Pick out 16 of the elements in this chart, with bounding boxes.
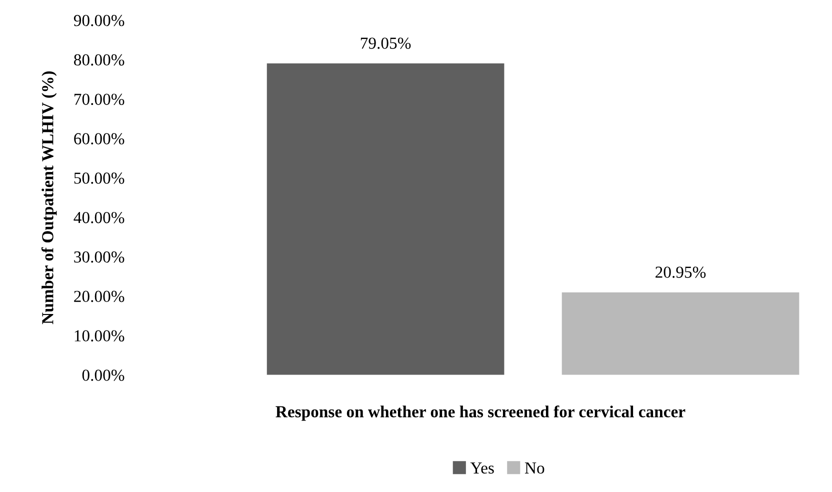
y-tick-label: 40.00% [74,212,124,224]
y-axis-title: Number of Outpatient WLHIV (%) [41,71,57,324]
y-tick-label: 80.00% [74,54,124,66]
x-axis-title: Response on whether one has screened for cervical cancer [276,405,686,421]
y-tick-label: 90.00% [74,14,124,26]
y-tick-label: 20.00% [74,290,124,302]
y-tick-label: 30.00% [74,251,124,263]
y-tick-label: 50.00% [74,172,124,184]
y-tick-label: 60.00% [74,133,124,144]
legend-label: No [524,462,544,474]
y-tick-label: 70.00% [74,94,124,106]
y-tick-label: 10.00% [74,330,124,342]
legend-label: Yes [470,462,494,474]
data-label: 79.05% [360,38,411,49]
y-tick-label: 0.00% [82,370,124,381]
data-label: 20.95% [656,266,706,278]
